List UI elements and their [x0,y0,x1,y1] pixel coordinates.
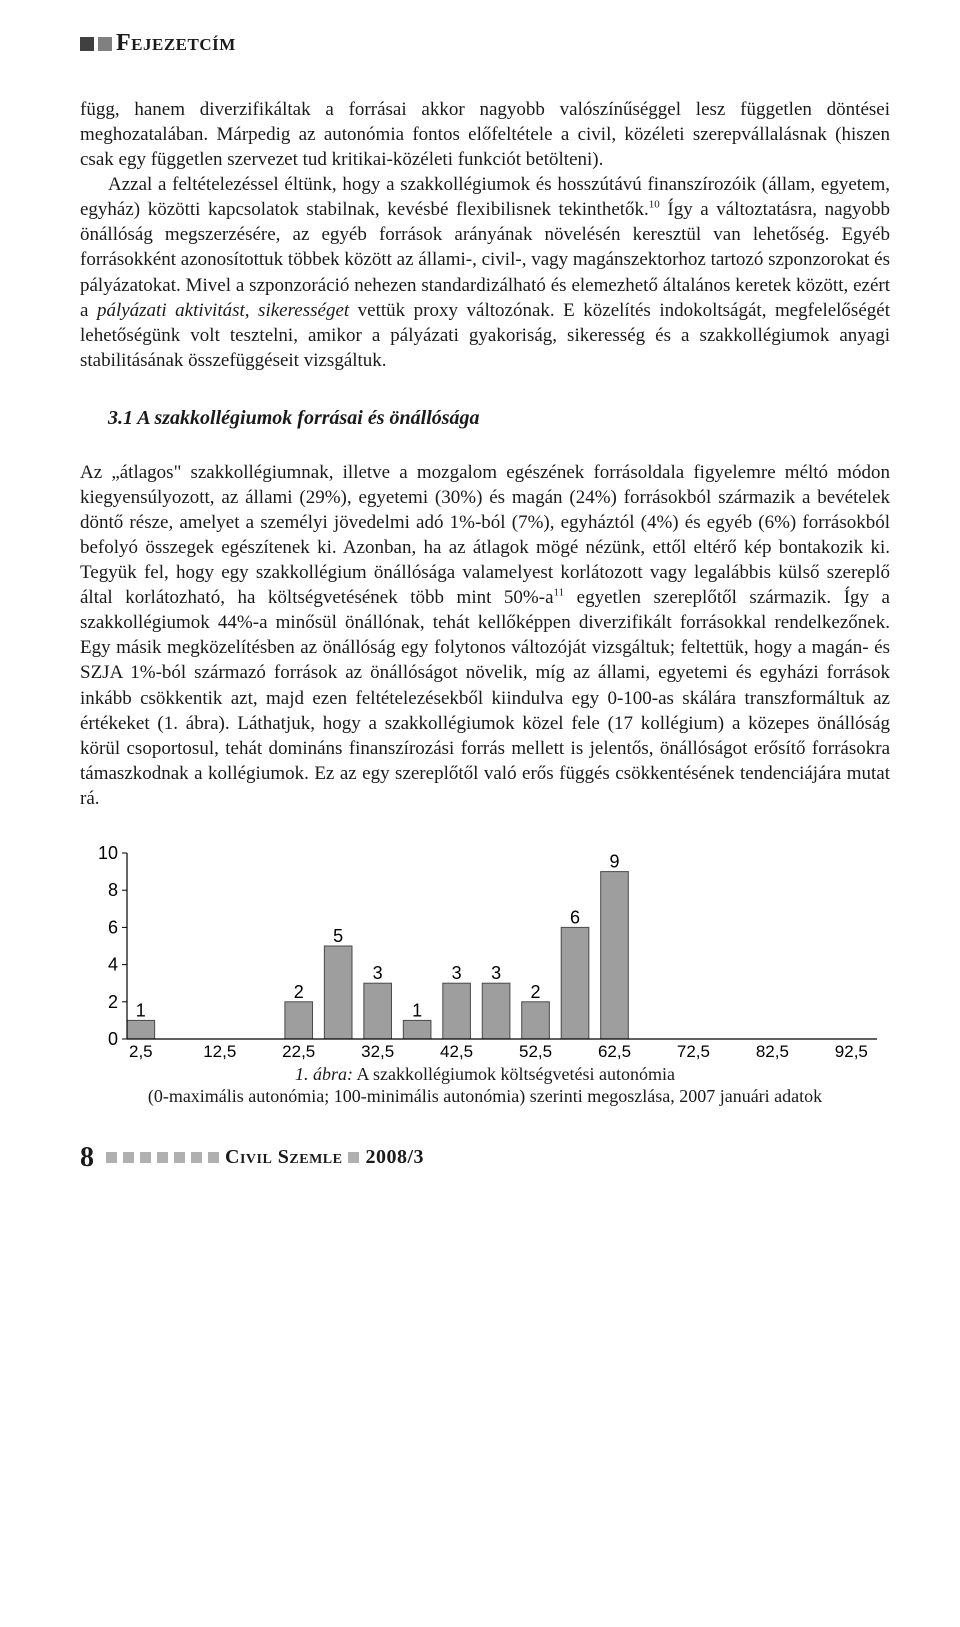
header-square-icon [80,37,94,51]
svg-text:5: 5 [333,926,343,946]
footer-square-icon [106,1152,117,1163]
footer-square-icon [174,1152,185,1163]
svg-text:2: 2 [108,992,118,1012]
caption-text: A szakkollégiumok költségvetési autonómi… [353,1064,675,1084]
svg-text:2,5: 2,5 [129,1042,153,1061]
caption-text: (0-maximális autonómia; 100-minimális au… [148,1086,822,1106]
footer-square-icon [348,1152,359,1163]
svg-text:3: 3 [452,963,462,983]
svg-text:1: 1 [136,1000,146,1020]
svg-text:32,5: 32,5 [361,1042,394,1061]
text: egyetlen szereplőtől származik. Így a sz… [80,587,890,809]
svg-text:3: 3 [491,963,501,983]
svg-text:2: 2 [531,982,541,1002]
svg-text:0: 0 [108,1029,118,1049]
chapter-title: Fejezetcím [116,30,236,57]
header-square-icon [98,37,112,51]
svg-text:72,5: 72,5 [677,1042,710,1061]
footnote-ref-10: 10 [649,199,660,211]
svg-text:3: 3 [373,963,383,983]
svg-text:10: 10 [98,845,118,863]
chart-svg: 024681012531332692,512,522,532,542,552,5… [85,845,885,1065]
issue-label: 2008/3 [365,1146,424,1169]
svg-text:9: 9 [609,852,619,872]
svg-text:22,5: 22,5 [282,1042,315,1061]
footer-square-icon [123,1152,134,1163]
svg-text:6: 6 [570,907,580,927]
svg-text:2: 2 [294,982,304,1002]
footer-square-icon [208,1152,219,1163]
svg-text:12,5: 12,5 [203,1042,236,1061]
section-heading-3-1: 3.1 A szakkollégiumok forrásai és önálló… [108,407,890,430]
svg-text:62,5: 62,5 [598,1042,631,1061]
caption-label: 1. ábra: [295,1064,353,1084]
svg-text:82,5: 82,5 [756,1042,789,1061]
svg-text:42,5: 42,5 [440,1042,473,1061]
footer-square-icon [191,1152,202,1163]
chapter-header: Fejezetcím [80,30,890,57]
page-footer: 8 Civil Szemle 2008/3 [80,1142,890,1174]
body-paragraph-1: függ, hanem diverzifikáltak a forrásai a… [80,97,890,373]
footer-square-icon [140,1152,151,1163]
footer-square-icon [157,1152,168,1163]
text: függ, hanem diverzifikáltak a forrásai a… [80,99,890,170]
svg-text:6: 6 [108,917,118,937]
svg-text:92,5: 92,5 [835,1042,868,1061]
svg-text:4: 4 [108,955,118,975]
italic-phrase: pályázati aktivitást, sikerességet [97,300,349,321]
footnote-ref-11: 11 [554,587,565,599]
page-number: 8 [80,1142,94,1174]
journal-name: Civil Szemle [225,1146,342,1169]
body-paragraph-2: Az „átlagos" szakkollégiumnak, illetve a… [80,460,890,811]
svg-text:1: 1 [412,1000,422,1020]
svg-text:8: 8 [108,880,118,900]
svg-text:52,5: 52,5 [519,1042,552,1061]
figure-caption: 1. ábra: A szakkollégiumok költségvetési… [80,1063,890,1108]
autonomy-histogram: 024681012531332692,512,522,532,542,552,5… [80,845,890,1065]
